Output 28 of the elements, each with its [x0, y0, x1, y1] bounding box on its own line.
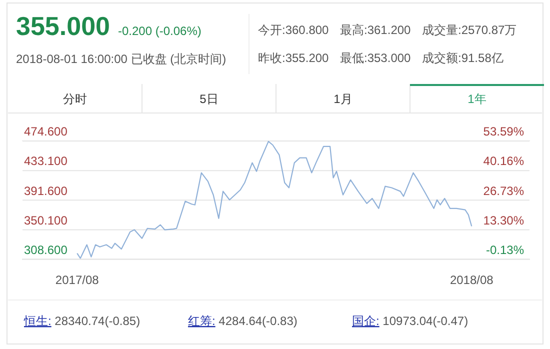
y-tick-label: 350.100: [24, 213, 68, 228]
y2-tick-label: 26.73%: [483, 184, 524, 198]
y-tick-label: 474.600: [24, 124, 68, 139]
text: 红筹: 4284.64(-0.83): [188, 314, 298, 328]
chart-title: 355.000: [16, 11, 110, 41]
y-tick-label: 391.600: [24, 184, 68, 198]
text: 1月: [334, 92, 352, 106]
text: 昨收:355.200: [258, 51, 330, 65]
text: 最高:361.200: [340, 23, 412, 37]
text: 国企: 10973.04(-0.47): [352, 314, 468, 328]
y2-tick-label: 13.30%: [483, 213, 524, 228]
y-tick-label: 433.100: [24, 154, 68, 168]
text: 成交量:2570.87万: [422, 23, 517, 37]
y2-tick-label: -0.13%: [486, 242, 524, 257]
y-tick-label: 308.600: [24, 242, 68, 257]
x-tick-label: 2018/08: [450, 272, 494, 287]
text: 恒生: 28340.74(-0.85): [23, 314, 140, 328]
chart-subtitle: -0.200 (-0.06%): [118, 24, 202, 38]
text: 成交额:91.58亿: [422, 51, 504, 65]
text: 今开:360.800: [258, 23, 330, 37]
y2-tick-label: 40.16%: [483, 154, 524, 168]
text: 5日: [200, 92, 218, 106]
y2-tick-label: 53.59%: [483, 124, 524, 139]
x-tick-label: 2017/08: [55, 272, 100, 287]
text: 分时: [63, 92, 87, 106]
text: 2018-08-01 16:00:00 已收盘 (北京时间): [16, 52, 226, 66]
text: 最低:353.000: [340, 51, 412, 65]
text: 1年: [468, 92, 486, 106]
